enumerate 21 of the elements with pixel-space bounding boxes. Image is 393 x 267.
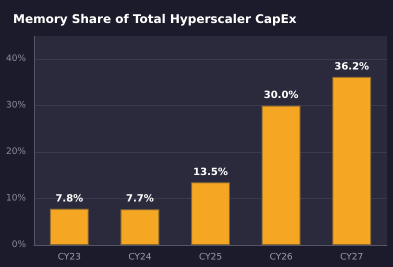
y-tick-label: 20% bbox=[6, 147, 26, 158]
y-tick-label: 10% bbox=[6, 194, 26, 204]
data-label: 7.8% bbox=[55, 193, 84, 204]
bar bbox=[50, 208, 89, 245]
x-tick-label: CY24 bbox=[128, 252, 152, 262]
bar bbox=[191, 182, 230, 245]
y-tick-label: 30% bbox=[6, 100, 26, 111]
x-tick-label: CY25 bbox=[198, 252, 222, 262]
y-tick-label: 40% bbox=[6, 54, 26, 64]
bar bbox=[262, 106, 301, 245]
x-tick-label: CY23 bbox=[58, 252, 81, 262]
bar bbox=[332, 76, 372, 245]
data-label: 7.7% bbox=[126, 194, 154, 205]
bar bbox=[120, 209, 160, 245]
data-label: 36.2% bbox=[334, 61, 370, 72]
data-label: 13.5% bbox=[193, 166, 228, 178]
chart-title: Memory Share of Total Hyperscaler CapEx bbox=[13, 12, 297, 26]
y-tick-label: 0% bbox=[12, 240, 26, 250]
x-tick-label: CY27 bbox=[340, 252, 364, 262]
data-label: 30.0% bbox=[264, 90, 298, 102]
x-tick-label: CY26 bbox=[270, 252, 293, 262]
